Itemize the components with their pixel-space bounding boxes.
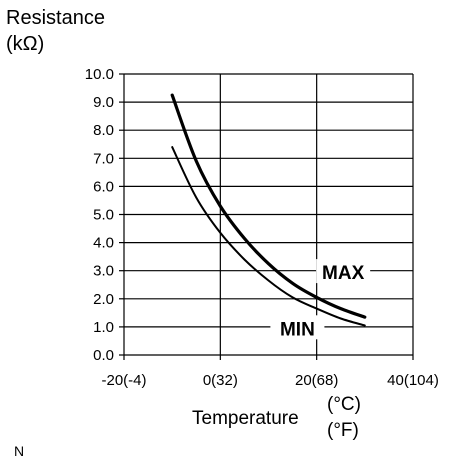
y-tick-label-4: 4.0 [93,235,114,252]
grid [119,73,414,360]
x-tick-label-2: 20(68) [295,372,338,389]
series-labels: MAX MIN [270,259,371,340]
x-tick-label-3: 40(104) [387,372,439,389]
x-axis-unit-fahrenheit: (°F) [327,420,359,441]
series-line-max [170,93,367,319]
series-label-bg-min [270,315,325,340]
y-tick-labels: 0.0 1.0 2.0 3.0 4.0 5.0 6.0 7.0 8.0 9.0 10.0 [85,66,114,364]
y-tick-label-8: 8.0 [93,122,114,139]
x-axis-unit-celsius: (°C) [327,394,361,415]
y-axis-label-line1: Resistance [6,7,105,29]
x-tick-label-1: 0(32) [203,372,238,389]
x-tick-label-0: -20(-4) [101,372,146,389]
y-tick-label-2: 2.0 [93,291,114,308]
y-tick-label-7: 7.0 [93,150,114,167]
series-label-min: MIN [280,319,315,340]
series-lines [170,93,367,327]
y-tick-label-9: 9.0 [93,94,114,111]
series-line-min [171,146,366,327]
y-tick-label-3: 3.0 [93,263,114,280]
x-tick-labels: -20(-4) 0(32) 20(68) 40(104) [101,372,438,389]
series-label-max: MAX [322,263,365,284]
y-tick-label-6: 6.0 [93,178,114,195]
series-label-bg-max [316,259,371,284]
y-tick-label-5: 5.0 [93,207,114,224]
y-tick-label-10: 10.0 [85,66,114,83]
y-tick-label-1: 1.0 [93,319,114,336]
x-axis-label: Temperature [192,408,299,429]
footnote-letter: N [14,443,25,459]
y-axis-label-line2: (kΩ) [6,33,45,55]
y-tick-label-0: 0.0 [93,347,114,364]
